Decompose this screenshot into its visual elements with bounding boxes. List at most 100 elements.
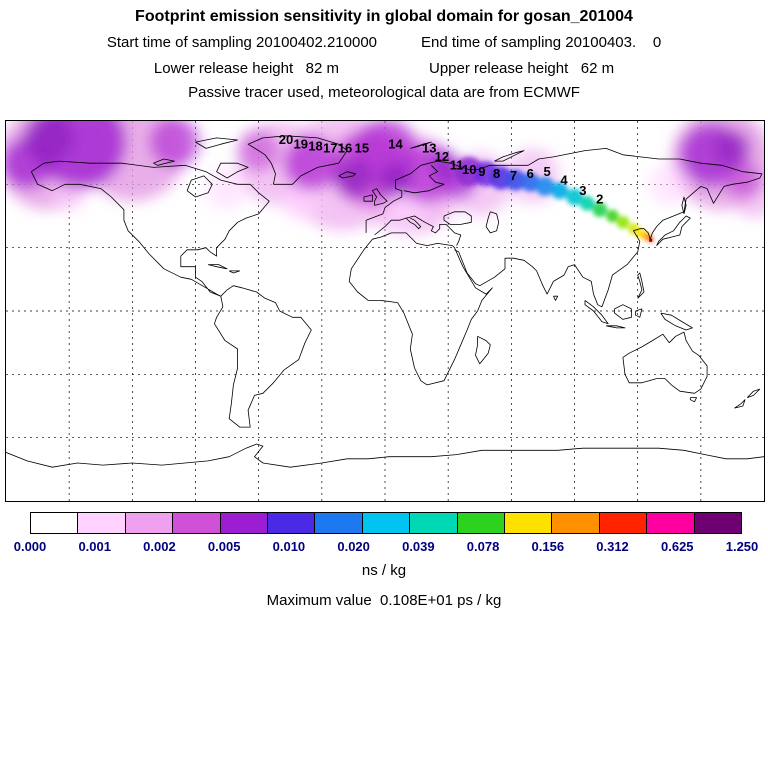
colorbar-segment (694, 513, 742, 533)
coastline (443, 211, 472, 225)
plume-trail-blob (566, 188, 583, 206)
coastline (637, 272, 645, 299)
trajectory-label: 7 (510, 168, 517, 183)
colorbar-tick-label: 0.000 (13, 539, 47, 554)
colorbar-tick-label: 0.001 (78, 539, 111, 554)
plume-blob (334, 159, 373, 197)
plume-trail-blob (579, 195, 595, 211)
station-marker (649, 238, 653, 242)
trajectory-label: 6 (527, 166, 534, 181)
coastline (494, 150, 525, 162)
coastline (229, 270, 241, 274)
release-heights-line: Lower release height 82 m Upper release h… (0, 60, 768, 77)
coastline (660, 312, 693, 331)
plume-trail-blob (535, 176, 555, 196)
trajectory-label: 15 (355, 141, 369, 156)
trajectory-label: 2 (596, 191, 603, 206)
colorbar-segment (599, 513, 648, 533)
colorbar-segment (31, 513, 79, 533)
coastline (30, 160, 270, 297)
coastline (410, 141, 432, 149)
plume-blob (149, 121, 200, 168)
plume-blob (723, 161, 762, 200)
colorbar-tick-label: 0.312 (596, 539, 629, 554)
coastline (363, 194, 373, 202)
plume-trail-blob (616, 216, 630, 229)
trajectory-label: 14 (388, 136, 403, 151)
plume-blob (281, 182, 320, 221)
colorbar-segment (410, 513, 458, 533)
plume-broad-layer (6, 121, 764, 235)
coastline (485, 211, 500, 234)
tracer-line: Passive tracer used, meteorological data… (188, 84, 580, 101)
coastline (584, 300, 609, 325)
coastline (365, 148, 763, 308)
trajectory-label: 19 (294, 136, 308, 151)
coastline (734, 399, 746, 409)
trajectory-label: 3 (579, 183, 586, 198)
colorbar-tick-label: 0.039 (402, 539, 435, 554)
sampling-times-line: Start time of sampling 20100402.210000 En… (0, 34, 768, 51)
colorbar-tick-label: 0.078 (466, 539, 500, 554)
coastline (689, 397, 697, 403)
colorbar-segment (220, 513, 269, 533)
colorbar-tick-labels: 0.000 0.001 0.002 0.005 0.010 0.020 0.039 0.078… (14, 539, 759, 555)
coastline (622, 331, 708, 394)
colorbar-segment (173, 513, 221, 533)
plume-blob (206, 167, 249, 210)
colorbar-segment (505, 513, 553, 533)
plume-blob (283, 135, 339, 191)
end-time-text: End time of sampling 20100403. 0 (421, 34, 662, 51)
colorbar (30, 512, 742, 534)
colorbar-tick-label: 1.250 (725, 539, 759, 554)
coastline (635, 308, 643, 318)
colorbar-tick-label: 0.010 (272, 539, 306, 554)
trajectory-label: 10 (462, 162, 476, 177)
colorbar-segment (268, 513, 316, 533)
plume-trail-blob (505, 169, 527, 191)
coastline (247, 135, 348, 185)
trajectory-label: 20 (279, 132, 293, 147)
coastline (405, 217, 422, 230)
plume-trail-blob (551, 182, 569, 200)
colorbar-segment (315, 513, 363, 533)
trajectory-label: 12 (435, 149, 449, 164)
trajectory-label: 5 (544, 164, 551, 179)
trajectory-label: 13 (422, 141, 436, 156)
colorbar-segment (552, 513, 600, 533)
colorbar-segment (362, 513, 411, 533)
coastline (216, 162, 249, 179)
world-map-plot: 20 19 18 17 16 15 14 13 12 11 10 9 8 7 6 5 4 3 2 (5, 120, 765, 502)
coastline (475, 335, 491, 365)
colorbar-tick-label: 0.005 (207, 539, 241, 554)
coastline (208, 264, 228, 270)
coastline (553, 295, 559, 301)
coastline (372, 188, 388, 206)
start-time-text: Start time of sampling 20100402.210000 (106, 34, 378, 51)
colorbar-segment (457, 513, 506, 533)
coastline (614, 304, 632, 320)
trajectory-label: 17 (323, 141, 337, 156)
coastline (348, 232, 493, 386)
colorbar-tick-label: 0.002 (143, 539, 176, 554)
trajectory-label: 4 (560, 172, 568, 187)
plume-trail-blob (606, 209, 619, 223)
coastline (374, 215, 462, 246)
plume-trail-blob (520, 172, 540, 192)
trajectory-label: 9 (478, 164, 485, 179)
units-label: ns / kg (361, 562, 407, 579)
trajectory-label: 18 (308, 139, 322, 154)
max-value-label: Maximum value 0.108E+01 ps / kg (266, 592, 502, 609)
coastline (403, 165, 445, 194)
colorbar-segment (125, 513, 174, 533)
coastline (681, 196, 687, 214)
coastline (6, 443, 764, 468)
coastline (656, 215, 691, 246)
plume-blob (429, 150, 459, 181)
coastline (746, 388, 761, 398)
coastline (153, 158, 175, 166)
colorbar-tick-label: 0.020 (337, 539, 370, 554)
plume-blob (713, 129, 752, 168)
colorbar-tick-label: 0.625 (660, 539, 694, 554)
